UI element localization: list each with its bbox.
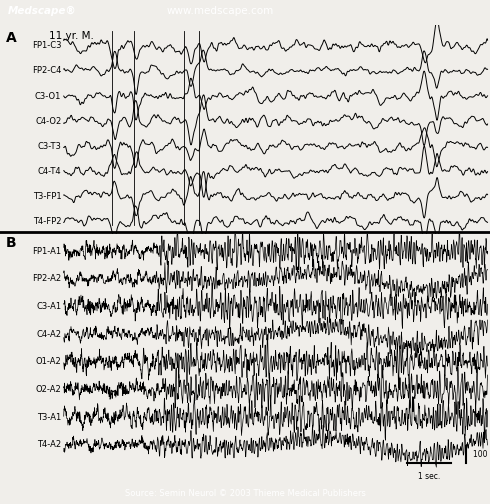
Text: T4-A2: T4-A2	[37, 440, 61, 449]
Text: www.medscape.com: www.medscape.com	[167, 7, 274, 17]
Text: FP2-C4: FP2-C4	[32, 67, 61, 76]
Text: O1-A2: O1-A2	[35, 357, 61, 366]
Text: C4-T4: C4-T4	[38, 167, 61, 176]
Text: A: A	[6, 31, 17, 45]
Text: B: B	[6, 236, 17, 250]
Text: C4-A2: C4-A2	[36, 330, 61, 339]
Text: Medscape®: Medscape®	[7, 7, 76, 17]
Text: C3-O1: C3-O1	[35, 92, 61, 100]
Text: FP2-A2: FP2-A2	[32, 274, 61, 283]
Text: 11 yr. M.: 11 yr. M.	[49, 31, 94, 41]
Text: 100 μv.: 100 μv.	[473, 450, 490, 459]
Text: T3-A1: T3-A1	[37, 412, 61, 421]
Text: FP1-A1: FP1-A1	[32, 246, 61, 256]
Text: FP1-C3: FP1-C3	[32, 41, 61, 50]
Text: C4-O2: C4-O2	[35, 116, 61, 125]
Text: 1 sec.: 1 sec.	[417, 472, 440, 481]
Text: C3-T3: C3-T3	[37, 142, 61, 151]
Text: Source: Semin Neurol © 2003 Thieme Medical Publishers: Source: Semin Neurol © 2003 Thieme Medic…	[124, 488, 366, 497]
Text: O2-A2: O2-A2	[35, 385, 61, 394]
Text: T4-FP2: T4-FP2	[33, 217, 61, 226]
Text: C3-A1: C3-A1	[36, 302, 61, 311]
Text: T3-FP1: T3-FP1	[33, 192, 61, 201]
